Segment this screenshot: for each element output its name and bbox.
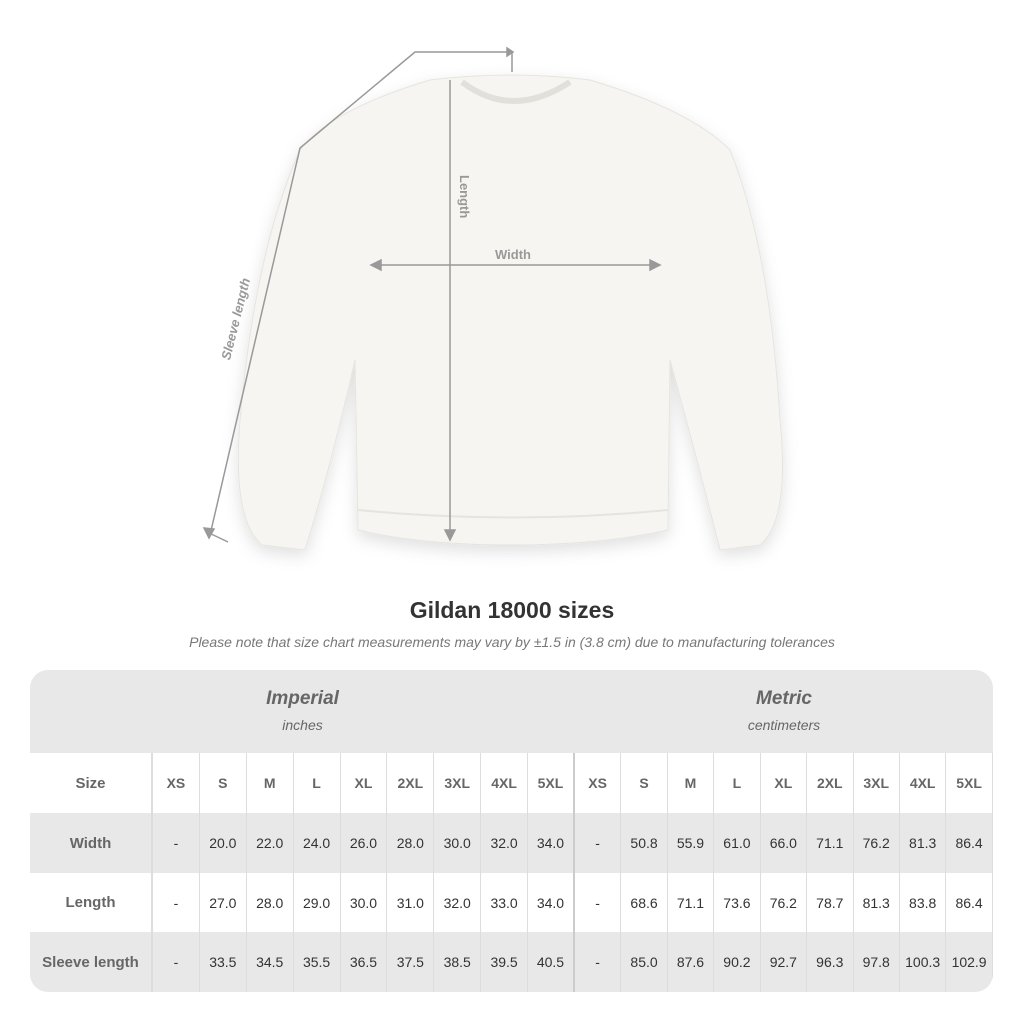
metric-header: Metric centimeters [575, 670, 993, 753]
metric-value-cell: 78.7 [807, 873, 854, 932]
metric-value-cell: 55.9 [668, 813, 715, 873]
imperial-value-cell: 31.0 [387, 873, 435, 932]
imperial-value-cell: 32.0 [434, 873, 482, 932]
imperial-value-cell: 39.5 [481, 932, 528, 992]
metric-value-cell: 92.7 [761, 932, 808, 992]
metric-size-header: XS [575, 753, 622, 813]
metric-value-cell: 85.0 [621, 932, 668, 992]
imperial-value-cell: - [153, 813, 200, 873]
imperial-unit: inches [282, 717, 323, 733]
imperial-size-header: 4XL [481, 753, 528, 813]
imperial-value-cell: 30.0 [434, 813, 482, 873]
imperial-size-header: L [294, 753, 341, 813]
width-label: Width [495, 247, 531, 262]
metric-heading: Metric [756, 688, 812, 709]
table-row: Width -20.0 22.0 24.0 26.0 28.0 30.0 32.0 34.0-5… [30, 813, 993, 873]
metric-size-header: M [668, 753, 715, 813]
imperial-value-cell: 32.0 [481, 813, 528, 873]
imperial-value-cell: 30.0 [341, 873, 388, 932]
imperial-value-cell: 27.0 [200, 873, 247, 932]
imperial-size-header: M [247, 753, 294, 813]
imperial-value-cell: 37.5 [387, 932, 435, 992]
tolerance-note: Please note that size chart measurements… [189, 634, 835, 650]
measurement-lines [202, 46, 662, 543]
imperial-value-cell: 36.5 [341, 932, 388, 992]
metric-value-cell: 90.2 [714, 932, 761, 992]
size-table: Imperial inches Metric centimeters Size X… [30, 670, 993, 992]
metric-value-cell: 97.8 [854, 932, 900, 992]
metric-size-header: L [714, 753, 761, 813]
metric-value-cell: 66.0 [761, 813, 808, 873]
metric-value-cell: 81.3 [854, 873, 900, 932]
metric-value-cell: 71.1 [668, 873, 715, 932]
imperial-value-cell: 20.0 [200, 813, 247, 873]
metric-value-cell: - [575, 873, 622, 932]
metric-value-cell: 102.9 [946, 932, 993, 992]
imperial-heading: Imperial [266, 688, 339, 709]
metric-value-cell: 73.6 [714, 873, 761, 932]
imperial-value-cell: 24.0 [294, 813, 341, 873]
metric-size-header: 5XL [946, 753, 993, 813]
row-label: Size [30, 753, 153, 813]
imperial-value-cell: 28.0 [247, 873, 294, 932]
sweatshirt-image [237, 74, 783, 551]
imperial-value-cell: 29.0 [294, 873, 341, 932]
imperial-value-cell: 26.0 [341, 813, 388, 873]
imperial-header: Imperial inches [30, 670, 575, 753]
imperial-value-cell: 34.0 [528, 873, 575, 932]
metric-value-cell: 96.3 [807, 932, 854, 992]
metric-value-cell: 76.2 [761, 873, 808, 932]
metric-value-cell: 71.1 [807, 813, 854, 873]
imperial-size-header: 3XL [434, 753, 482, 813]
metric-size-header: 4XL [900, 753, 947, 813]
metric-value-cell: 50.8 [621, 813, 668, 873]
metric-value-cell: 81.3 [900, 813, 947, 873]
size-header-row: Size XS S M L XL 2XL 3XL 4XL 5XL XS S M L XL 2XL 3XL 4XL 5… [30, 753, 993, 813]
metric-value-cell: 68.6 [621, 873, 668, 932]
imperial-value-cell: 40.5 [528, 932, 575, 992]
chart-title: Gildan 18000 sizes [409, 597, 615, 623]
imperial-value-cell: 22.0 [247, 813, 294, 873]
metric-value-cell: 61.0 [714, 813, 761, 873]
imperial-value-cell: 34.0 [528, 813, 575, 873]
imperial-value-cell: 33.0 [481, 873, 528, 932]
imperial-size-header: XS [153, 753, 200, 813]
imperial-value-cell: - [153, 873, 200, 932]
metric-size-header: S [621, 753, 668, 813]
metric-size-header: 2XL [807, 753, 854, 813]
sweatshirt-diagram: Length Width Sleeve length [202, 46, 783, 551]
row-label: Sleeve length [30, 932, 153, 992]
length-label: Length [457, 175, 472, 218]
row-label: Width [30, 813, 153, 873]
metric-value-cell: - [575, 932, 622, 992]
imperial-size-header: S [200, 753, 247, 813]
imperial-size-header: 5XL [528, 753, 575, 813]
imperial-value-cell: 33.5 [200, 932, 247, 992]
table-row: Sleeve length -33.5 34.5 35.5 36.5 37.5 38.5 39… [30, 932, 993, 992]
imperial-size-header: XL [341, 753, 388, 813]
metric-value-cell: 76.2 [854, 813, 900, 873]
imperial-size-header: 2XL [387, 753, 435, 813]
imperial-value-cell: 35.5 [294, 932, 341, 992]
metric-value-cell: 87.6 [668, 932, 715, 992]
imperial-value-cell: 38.5 [434, 932, 482, 992]
imperial-value-cell: - [153, 932, 200, 992]
metric-value-cell: - [575, 813, 622, 873]
metric-size-header: 3XL [854, 753, 900, 813]
row-label: Length [30, 873, 153, 932]
imperial-value-cell: 34.5 [247, 932, 294, 992]
metric-size-header: XL [761, 753, 808, 813]
metric-unit: centimeters [747, 717, 821, 733]
imperial-value-cell: 28.0 [387, 813, 435, 873]
metric-value-cell: 86.4 [946, 873, 993, 932]
metric-value-cell: 86.4 [946, 813, 993, 873]
table-row: Length -27.0 28.0 29.0 30.0 31.0 32.0 33.0 34.0-… [30, 873, 993, 932]
metric-value-cell: 100.3 [900, 932, 947, 992]
metric-value-cell: 83.8 [900, 873, 947, 932]
